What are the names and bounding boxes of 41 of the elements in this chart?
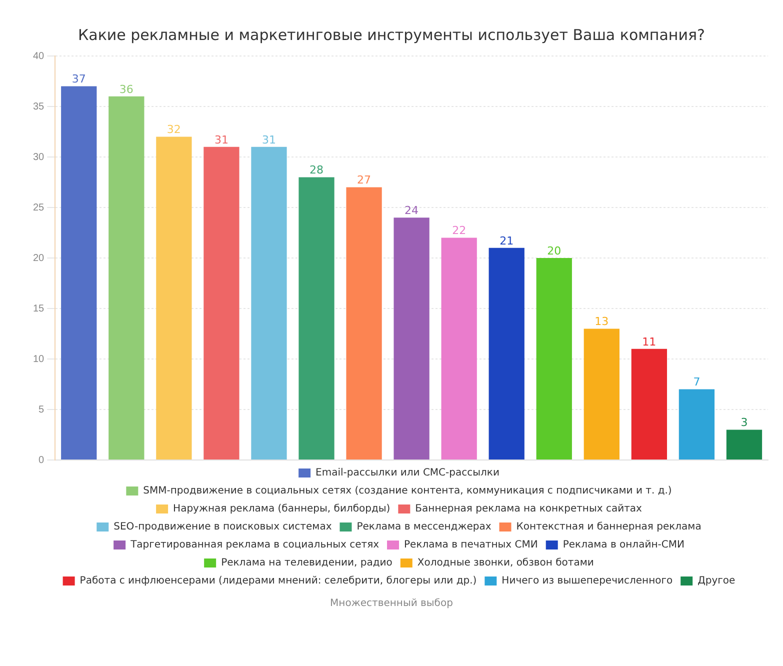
data-label: 37 [72, 72, 86, 86]
y-tick-label: 0 [38, 454, 45, 466]
y-tick-label: 25 [33, 202, 45, 214]
legend-label: SEO-продвижение в поисковых системах [114, 522, 332, 533]
data-label: 28 [310, 164, 324, 177]
y-tick-label: 15 [33, 303, 45, 314]
y-tick-label: 5 [38, 404, 45, 416]
data-label: 7 [693, 376, 700, 389]
y-tick-label: 30 [33, 152, 45, 163]
legend-label: Реклама в онлайн-СМИ [562, 540, 684, 551]
data-label: 31 [214, 133, 228, 146]
legend-label: Реклама на телевидении, радио [221, 558, 392, 569]
chart-title: Какие рекламные и маркетинговые инструменты использует Ваша компания? [77, 25, 706, 46]
y-tick-label: 35 [33, 101, 45, 112]
y-tick-label: 10 [33, 354, 45, 365]
data-label: 22 [452, 224, 466, 238]
data-label: 11 [642, 335, 656, 348]
data-label: 20 [547, 244, 562, 258]
legend-label: Другое [698, 576, 736, 587]
legend-label: Реклама в мессенджерах [356, 522, 492, 533]
legend-label: SMM-продвижение в социальных сетях (создание контента, коммуникация с подписчиками и т. д.) [143, 486, 672, 497]
legend-label: Email-рассылки или СМС-рассылки [316, 468, 500, 479]
y-tick-label: 20 [33, 252, 45, 264]
data-label: 24 [404, 204, 419, 217]
data-label: 31 [262, 133, 276, 146]
legend-label: Реклама в печатных СМИ [404, 540, 538, 551]
legend-label: Наружная реклама (баннеры, билборды) [173, 504, 390, 515]
legend-label: Контекстная и баннерная реклама [516, 522, 702, 533]
data-label: 36 [119, 82, 134, 96]
legend-label: Работа с инфлюенсерами (лидерами мнений: селебрити, блогеры или др.) [80, 576, 477, 587]
y-tick-label: 40 [33, 50, 45, 62]
legend-label: Таргетированная реклама в социальных сетях [130, 540, 380, 551]
data-label: 3 [740, 416, 748, 430]
data-label: 21 [500, 234, 514, 248]
legend-label: Ничего из вышеперечисленного [502, 576, 673, 587]
legend-label: Холодные звонки, обзвон ботами [417, 558, 594, 569]
data-label: 13 [594, 315, 609, 328]
data-label: 27 [357, 174, 372, 187]
legend-label: Баннерная реклама на конкретных сайтах [415, 504, 642, 515]
text: Множественный выбор [329, 598, 454, 609]
data-label: 32 [166, 123, 181, 136]
